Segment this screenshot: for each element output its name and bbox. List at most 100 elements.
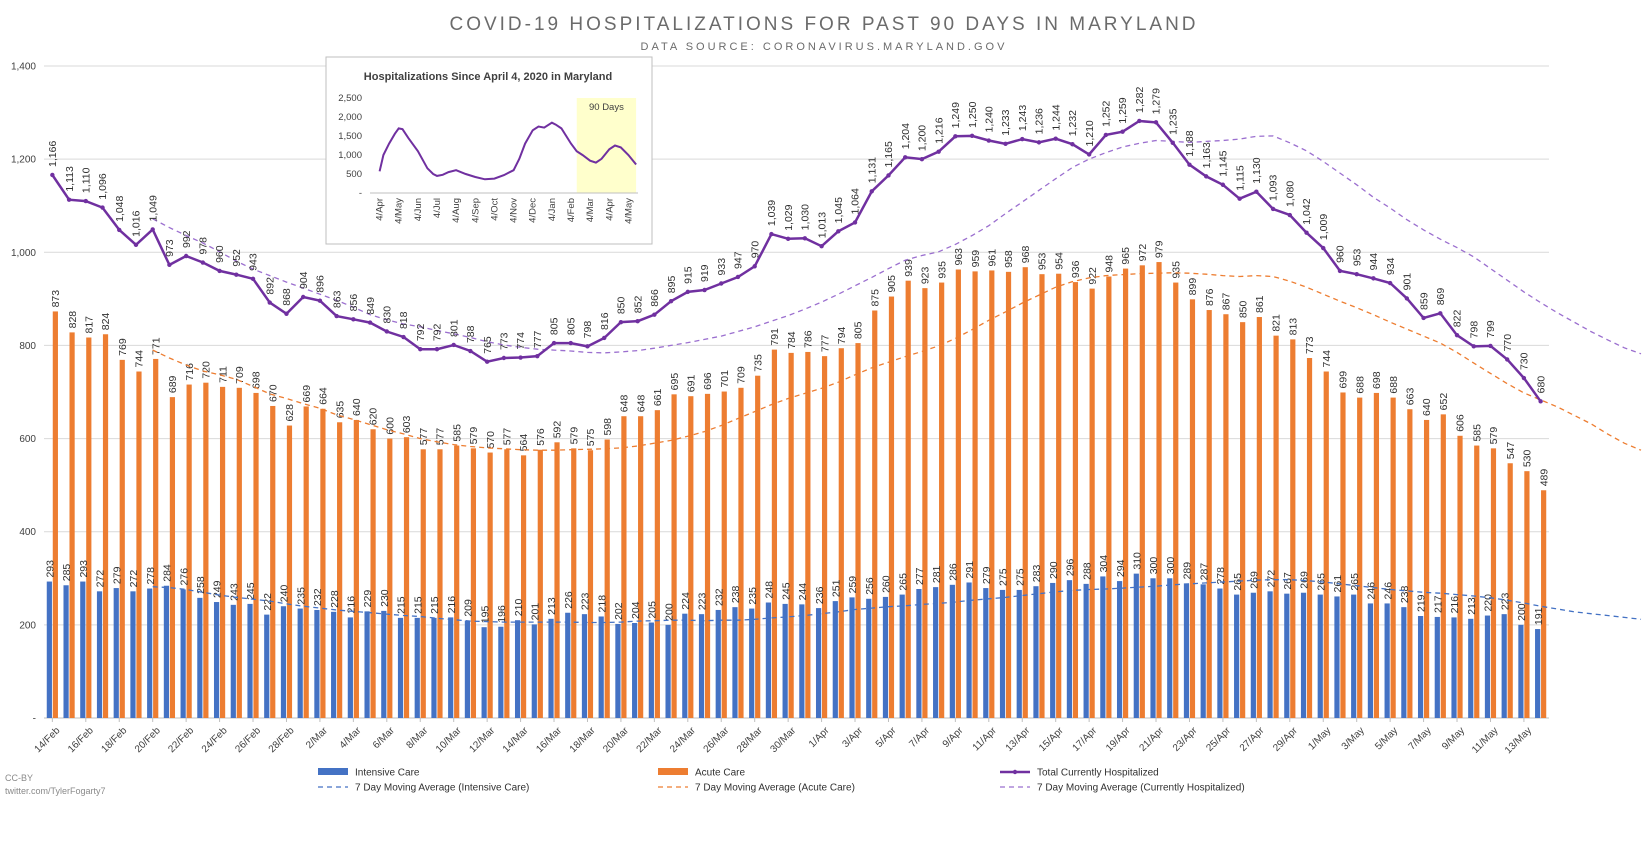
total-hospitalized-data-label: 805	[565, 317, 577, 335]
total-hospitalized-data-label: 896	[315, 275, 327, 293]
y-axis: - 200 400 600 800 1,000 1,200 1,400	[11, 62, 36, 725]
intensive-care-data-label: 215	[412, 596, 424, 614]
inset-x-tick-label: 4/Mar	[585, 198, 596, 222]
acute-care-bar	[1423, 419, 1430, 718]
intensive-care-data-label: 240	[279, 585, 291, 603]
inset-chart: Hospitalizations Since April 4, 2020 in …	[325, 56, 653, 245]
legend-label: Intensive Care	[355, 768, 420, 779]
intensive-care-bar	[1451, 617, 1457, 718]
intensive-care-bar	[280, 606, 287, 718]
intensive-care-bar	[983, 588, 989, 718]
acute-care-bar	[1072, 282, 1079, 718]
intensive-care-data-label: 272	[95, 570, 107, 588]
total-hospitalized-data-label: 1,048	[114, 195, 126, 221]
chart-subtitle: DATA SOURCE: CORONAVIRUS.MARYLAND.GOV	[641, 41, 1008, 53]
intensive-care-bar	[581, 614, 588, 718]
intensive-care-bar	[397, 617, 404, 718]
total-hospitalized-data-label: 1,110	[80, 167, 92, 193]
acute-care-bar	[119, 359, 125, 718]
total-hospitalized-data-label: 1,030	[800, 204, 812, 230]
intensive-care-data-label: 238	[1399, 585, 1411, 603]
intensive-care-data-label: 283	[1031, 565, 1043, 583]
intensive-care-data-label: 286	[948, 563, 960, 581]
acute-care-data-label: 628	[284, 404, 296, 422]
acute-care-data-label: 959	[970, 250, 982, 268]
acute-care-data-label: 598	[602, 418, 614, 436]
intensive-care-data-label: 296	[1065, 558, 1077, 576]
legend-label: Total Currently Hospitalized	[1037, 768, 1159, 779]
intensive-care-data-label: 290	[1048, 561, 1060, 579]
intensive-care-data-label: 229	[362, 590, 374, 608]
total-hospitalized-data-label: 960	[214, 245, 226, 263]
y-tick-label: 1,400	[11, 62, 36, 73]
acute-care-bar	[771, 349, 778, 718]
credit-twitter: twitter.com/TylerFogarty7	[5, 786, 106, 796]
intensive-care-data-label: 223	[580, 592, 592, 610]
intensive-care-bar	[1217, 588, 1223, 718]
total-hospitalized-data-label: 970	[749, 241, 761, 259]
acute-care-data-label: 661	[652, 388, 664, 406]
total-hospitalized-data-label: 1,009	[1318, 214, 1330, 240]
total-hospitalized-point	[652, 312, 657, 317]
total-hospitalized-data-label: 978	[198, 237, 210, 255]
total-hospitalized-point	[1521, 375, 1527, 381]
y-tick-label: -	[33, 714, 36, 725]
total-hospitalized-data-label: 1,200	[917, 125, 929, 151]
acute-care-bar	[169, 397, 176, 718]
intensive-care-data-label: 232	[312, 588, 324, 606]
intensive-care-data-label: 217	[1432, 595, 1444, 613]
intensive-care-bar	[1334, 596, 1340, 718]
acute-care-data-label: 669	[301, 385, 313, 403]
total-hospitalized-point	[585, 344, 590, 349]
acute-care-bar	[270, 405, 276, 718]
total-hospitalized-data-label: 1,232	[1067, 110, 1079, 136]
intensive-care-bar	[1183, 583, 1190, 718]
intensive-care-data-label: 275	[1014, 568, 1026, 586]
acute-care-bar	[1005, 271, 1012, 718]
total-hospitalized-point	[601, 335, 607, 341]
acute-care-data-label: 670	[267, 384, 279, 402]
ninety-day-highlight	[576, 98, 637, 193]
intensive-care-bar	[331, 611, 337, 718]
total-hospitalized-data-label: 1,249	[950, 102, 962, 128]
acute-care-bar	[1524, 471, 1530, 718]
total-hospitalized-point	[635, 319, 640, 324]
intensive-care-data-label: 293	[78, 560, 90, 578]
intensive-care-bar	[1133, 573, 1139, 718]
total-hospitalized-data-label: 730	[1519, 352, 1531, 370]
ninety-day-label: 90 Days	[589, 102, 624, 113]
total-hospitalized-data-label: 1,233	[1000, 109, 1012, 135]
acute-care-bar	[1056, 273, 1062, 718]
inset-y-tick-label: 1,000	[338, 150, 362, 161]
acute-care-data-label: 922	[1087, 267, 1099, 285]
total-hospitalized-data-label: 895	[666, 276, 678, 294]
total-hospitalized-point	[1020, 136, 1025, 142]
acute-care-bar	[1039, 274, 1045, 718]
total-hospitalized-data-label: 818	[398, 311, 410, 329]
intensive-care-bar	[1200, 584, 1206, 718]
inset-x-tick-label: 4/Apr	[604, 198, 615, 221]
total-hospitalized-point	[1454, 332, 1460, 338]
total-hospitalized-point	[1304, 230, 1309, 235]
total-hospitalized-data-label: 904	[298, 271, 310, 289]
intensive-care-data-label: 291	[964, 561, 976, 579]
acute-care-bar	[1273, 335, 1279, 718]
total-hospitalized-point	[384, 329, 390, 334]
intensive-care-bar	[431, 617, 437, 718]
total-hospitalized-data-label: 952	[231, 249, 243, 267]
total-hospitalized-point	[1103, 132, 1109, 138]
intensive-care-data-label: 285	[61, 564, 73, 582]
intensive-care-data-label: 300	[1165, 557, 1177, 575]
inset-x-tick-label: 4/Jan	[547, 198, 558, 221]
acute-care-data-label: 784	[786, 331, 798, 349]
acute-care-data-label: 769	[117, 338, 129, 356]
total-hospitalized-data-label: 1,210	[1084, 120, 1096, 146]
acute-care-bar	[704, 393, 711, 718]
total-hospitalized-data-label: 788	[465, 325, 477, 343]
acute-care-data-label: 640	[1421, 398, 1433, 416]
acute-care-bar	[437, 449, 443, 718]
acute-care-data-label: 939	[903, 259, 915, 277]
acute-care-data-label: 640	[351, 398, 363, 416]
y-tick-label: 200	[19, 620, 36, 631]
